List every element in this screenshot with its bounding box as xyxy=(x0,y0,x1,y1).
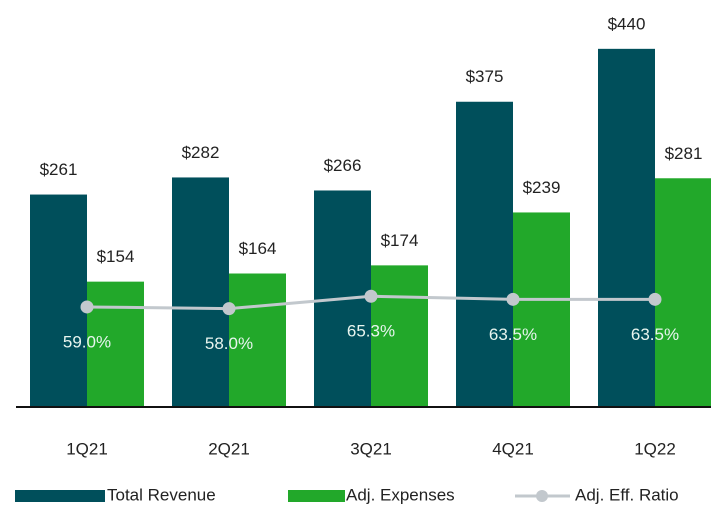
legend-label: Adj. Eff. Ratio xyxy=(575,485,679,504)
bar-label: $239 xyxy=(523,178,561,197)
legend-swatch xyxy=(288,490,345,502)
bar-label: $261 xyxy=(40,160,78,179)
bar-label: $266 xyxy=(324,156,362,175)
bar xyxy=(30,194,87,407)
legend-point xyxy=(536,490,548,502)
ratio-point xyxy=(80,300,94,314)
ratio-label: 65.3% xyxy=(347,322,395,341)
bar-label: $281 xyxy=(665,144,703,163)
bar xyxy=(371,265,428,407)
x-tick-label: 2Q21 xyxy=(208,439,250,458)
legend-label: Total Revenue xyxy=(107,485,216,504)
x-tick-label: 3Q21 xyxy=(350,439,392,458)
ratio-point xyxy=(648,292,662,306)
ratio-point xyxy=(506,292,520,306)
ratio-label: 63.5% xyxy=(489,325,537,344)
bar-label: $375 xyxy=(466,67,504,86)
ratio-point xyxy=(222,302,236,316)
ratio-label: 59.0% xyxy=(63,332,111,351)
x-tick-label: 1Q22 xyxy=(634,439,676,458)
ratio-label: 58.0% xyxy=(205,334,253,353)
bar xyxy=(456,101,513,407)
x-tick-label: 1Q21 xyxy=(66,439,108,458)
legend-label: Adj. Expenses xyxy=(346,485,455,504)
bar-label: $154 xyxy=(97,247,135,266)
ratio-label: 63.5% xyxy=(631,325,679,344)
bar-label: $164 xyxy=(239,239,277,258)
x-tick-label: 4Q21 xyxy=(492,439,534,458)
bar xyxy=(87,281,144,407)
bar-label: $282 xyxy=(182,143,220,162)
bar-label: $440 xyxy=(608,14,646,33)
bar xyxy=(513,212,570,407)
bar xyxy=(598,48,655,408)
legend-swatch xyxy=(15,490,105,502)
bar xyxy=(229,273,286,407)
bar-label: $174 xyxy=(381,231,419,250)
ratio-point xyxy=(364,289,378,303)
bar xyxy=(655,178,711,407)
bar xyxy=(172,177,229,407)
